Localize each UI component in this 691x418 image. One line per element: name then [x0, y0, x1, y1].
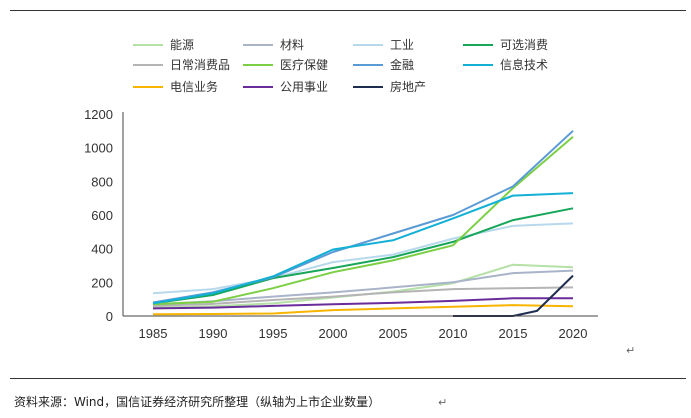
legend-label: 房地产 — [390, 79, 426, 94]
x-tick-label: 2000 — [319, 326, 348, 341]
x-tick-label: 2015 — [499, 326, 528, 341]
legend-label: 工业 — [390, 38, 414, 52]
paragraph-mark: ↵ — [438, 396, 448, 409]
axes: 0 200 400 600 800 1000 1200 1985 1990 1995 2000 200… — [84, 107, 598, 341]
legend-label: 公用事业 — [280, 80, 328, 94]
series-line — [152, 297, 573, 310]
legend-label: 材料 — [280, 38, 304, 52]
x-tick-label: 2005 — [379, 326, 408, 341]
series-line — [152, 286, 574, 307]
top-rule — [10, 10, 686, 11]
x-tick-label: 2020 — [559, 326, 588, 341]
legend-label: 信息技术 — [500, 57, 548, 72]
x-tick-label: 1990 — [199, 326, 228, 341]
y-tick-label: 800 — [91, 174, 113, 189]
legend-label: 能源 — [170, 38, 194, 52]
series-line — [453, 274, 574, 317]
series-line — [152, 135, 574, 306]
legend-label: 电信业务 — [170, 79, 218, 94]
source-note: 资料来源：Wind，国信证券经济研究所整理（纵轴为上市企业数量） — [14, 395, 381, 409]
y-tick-label: 1200 — [84, 107, 113, 122]
bottom-rule — [10, 378, 686, 379]
legend-label: 金融 — [390, 57, 414, 72]
y-tick-label: 600 — [91, 208, 113, 223]
legend-label: 医疗保健 — [280, 58, 328, 72]
x-tick-label: 1985 — [139, 326, 168, 341]
y-tick-label: 1000 — [84, 141, 113, 156]
x-tick-label: 1995 — [259, 326, 288, 341]
x-tick-label: 2010 — [439, 326, 468, 341]
legend-label: 日常消费品 — [170, 58, 230, 72]
paragraph-mark: ↵ — [626, 344, 636, 357]
plot-area — [152, 130, 574, 317]
series-line — [152, 192, 574, 305]
legend-label: 可选消费 — [500, 38, 548, 52]
series-line — [152, 207, 574, 305]
y-tick-label: 400 — [91, 242, 113, 257]
y-tick-label: 0 — [106, 309, 113, 324]
series-line — [152, 304, 574, 316]
y-tick-label: 200 — [91, 275, 113, 290]
series-line — [152, 130, 574, 304]
series-line — [152, 222, 574, 295]
